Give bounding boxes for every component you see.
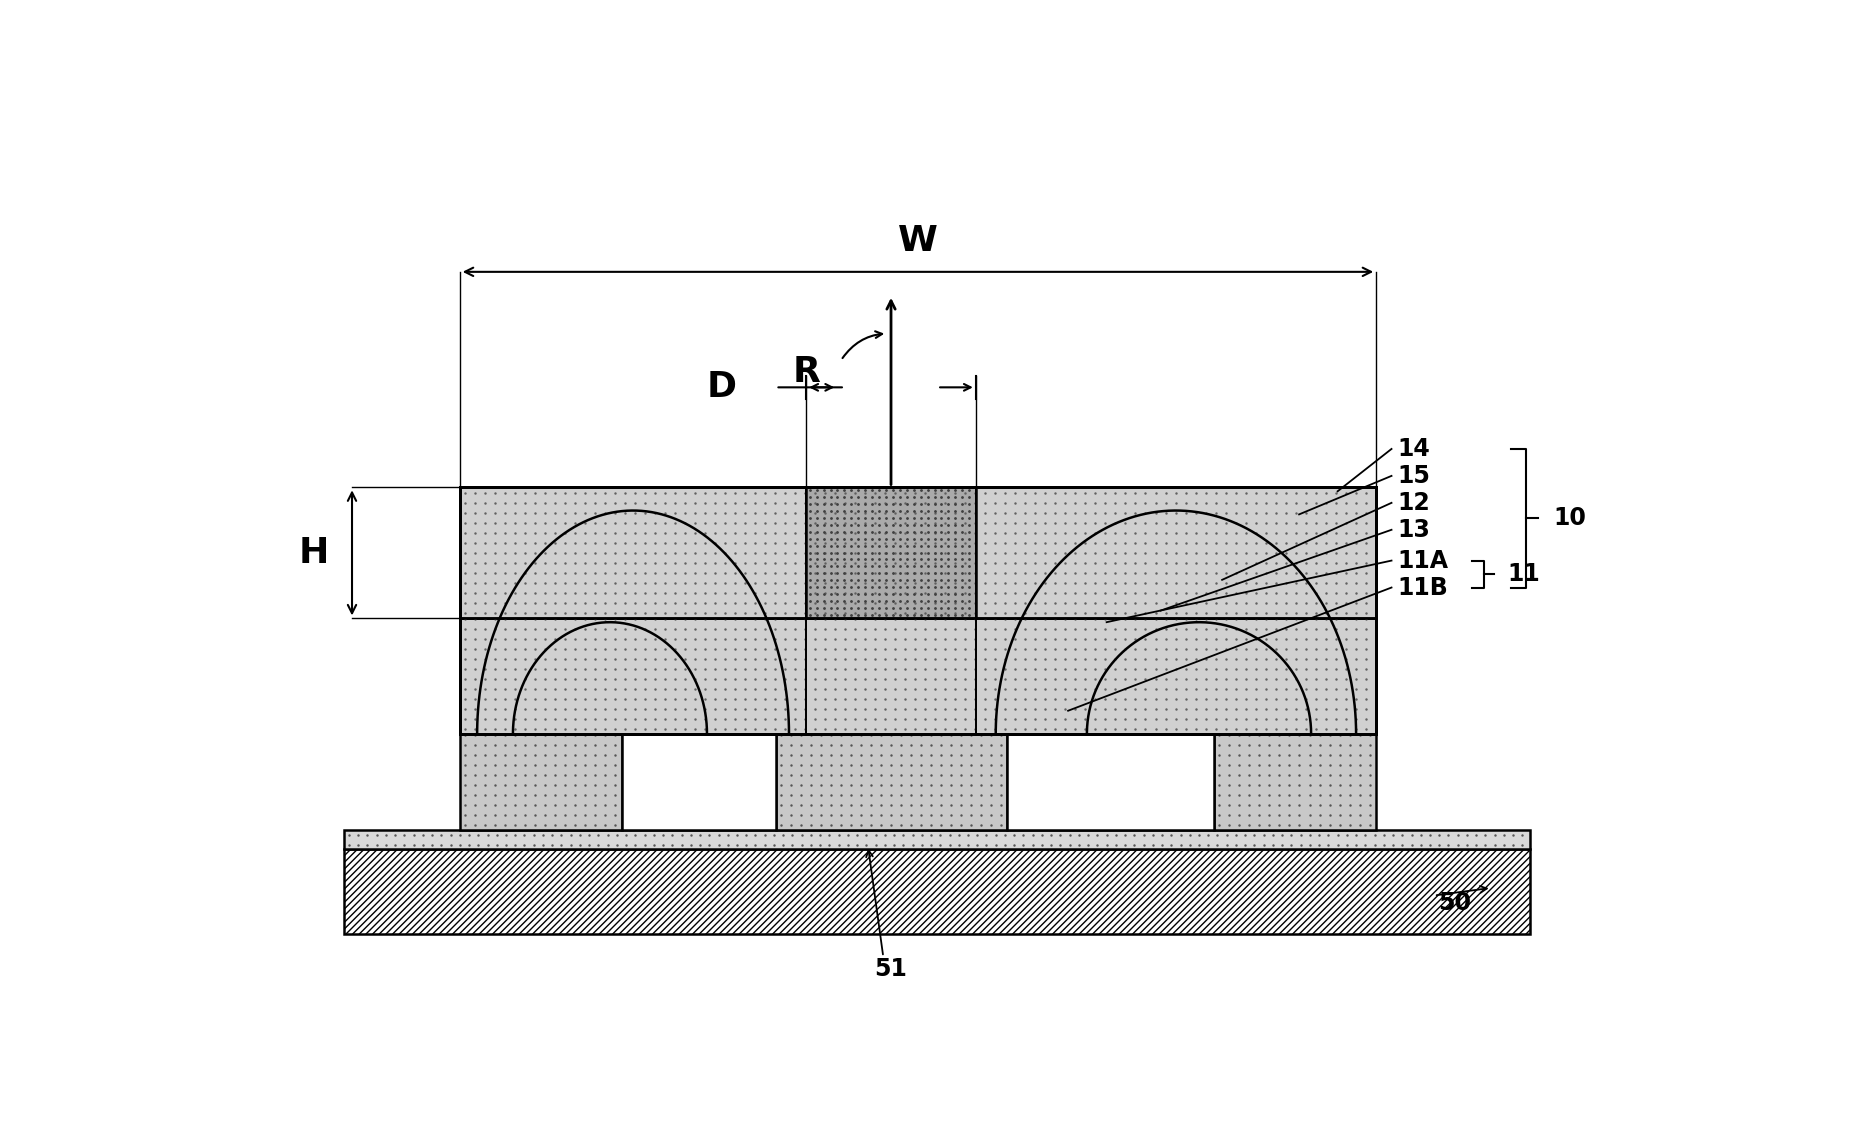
Bar — [1215, 734, 1376, 830]
Bar — [345, 850, 1530, 934]
Bar — [460, 487, 1376, 734]
Text: R: R — [792, 354, 820, 389]
Bar — [460, 734, 621, 830]
Bar — [460, 487, 1376, 618]
Bar — [345, 830, 1530, 850]
Text: 12: 12 — [1397, 491, 1430, 515]
Text: 51: 51 — [874, 957, 907, 980]
Bar — [460, 618, 1376, 734]
Bar — [621, 734, 775, 830]
Bar — [775, 734, 1007, 830]
Text: 13: 13 — [1397, 518, 1430, 542]
Text: 11: 11 — [1506, 562, 1540, 586]
Text: W: W — [898, 224, 939, 258]
Text: 10: 10 — [1553, 507, 1586, 531]
Bar — [1007, 734, 1215, 830]
Bar — [807, 487, 976, 618]
Text: 50: 50 — [1438, 892, 1471, 916]
Text: 11A: 11A — [1397, 549, 1449, 573]
Text: D: D — [707, 370, 736, 404]
Text: 15: 15 — [1397, 463, 1430, 487]
Text: 11B: 11B — [1397, 576, 1449, 600]
Text: 14: 14 — [1397, 437, 1430, 461]
Text: H: H — [299, 536, 328, 570]
